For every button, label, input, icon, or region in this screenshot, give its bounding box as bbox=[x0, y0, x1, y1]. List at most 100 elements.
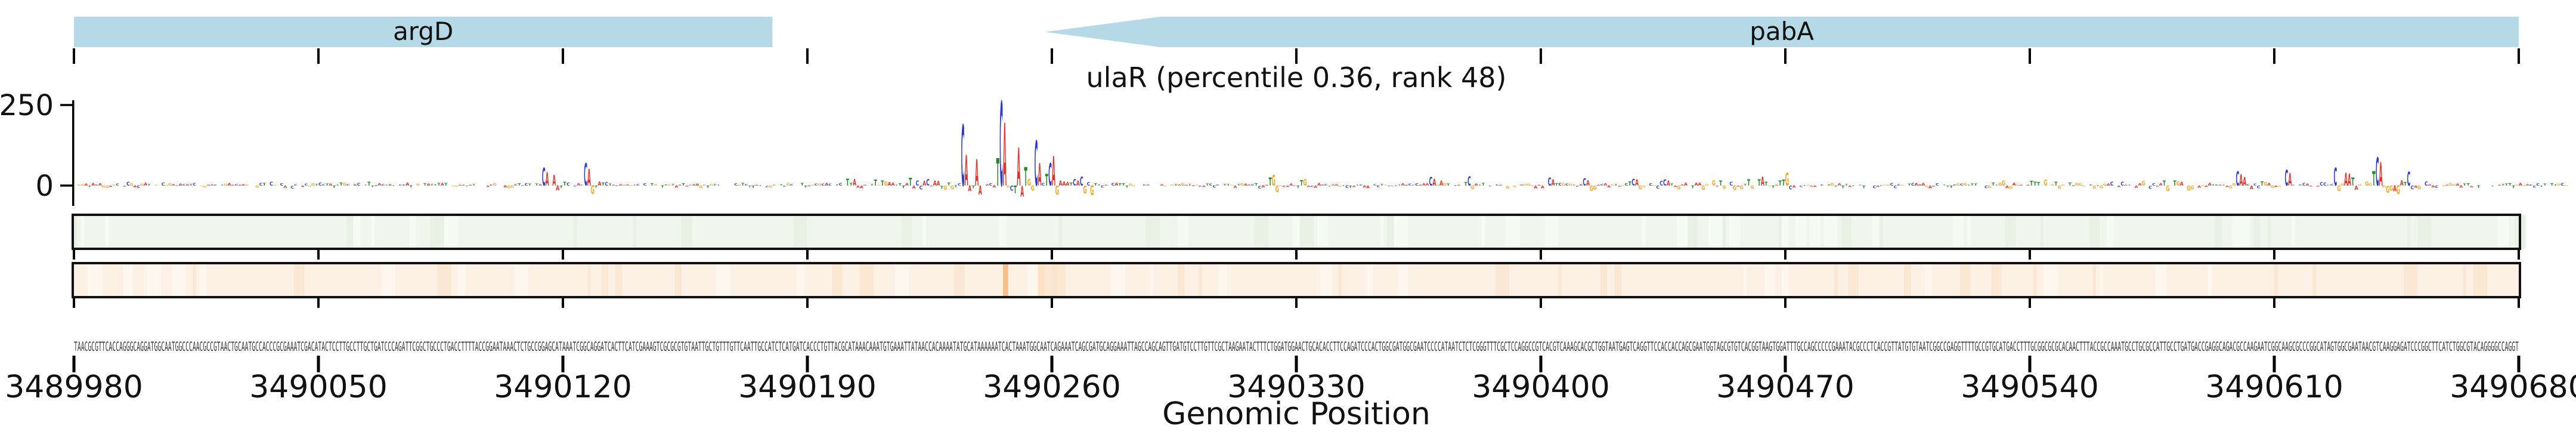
logo-letter-C: C bbox=[1663, 177, 1667, 187]
logo-letter-G: G bbox=[343, 183, 347, 187]
logo-letter-C: C bbox=[182, 184, 186, 186]
gene-axis-tick bbox=[2518, 48, 2520, 64]
logo-letter-C: C bbox=[584, 157, 587, 193]
logo-letter-G: G bbox=[2340, 183, 2344, 187]
logo-letter-G: G bbox=[454, 186, 459, 187]
logo-letter-A: A bbox=[678, 185, 682, 186]
logo-letter-T: T bbox=[147, 184, 151, 186]
gene-axis-tick bbox=[73, 48, 75, 64]
logo-letter-C: C bbox=[95, 184, 98, 186]
track-2-stripe bbox=[2473, 263, 2488, 297]
track-1-stripe bbox=[2267, 215, 2271, 249]
logo-letter-G: G bbox=[2449, 183, 2453, 186]
logo-letter-C: C bbox=[1411, 185, 1415, 186]
gene-body-pabA bbox=[1045, 17, 2519, 47]
logo-letter-A: A bbox=[612, 185, 616, 186]
logo-letter-A: A bbox=[2197, 185, 2201, 189]
logo-letter-G: G bbox=[877, 185, 881, 186]
logo-letter-A: A bbox=[685, 186, 689, 187]
logo-letter-T: T bbox=[1388, 186, 1391, 187]
logo-letter-T: T bbox=[434, 184, 437, 186]
logo-letter-A: A bbox=[458, 185, 462, 186]
logo-letter-G: G bbox=[2337, 184, 2340, 193]
track-1-stripe bbox=[2089, 215, 2100, 249]
logo-letter-T: T bbox=[333, 185, 336, 189]
track-1-stripe bbox=[1872, 215, 1880, 249]
x-axis-tick bbox=[1784, 356, 1787, 372]
logo-letter-C: C bbox=[574, 186, 577, 187]
logo-letter-C: C bbox=[525, 183, 528, 186]
logo-letter-G: G bbox=[2368, 183, 2372, 186]
track-1-stripe bbox=[2407, 215, 2411, 249]
logo-letter-G: G bbox=[1639, 185, 1642, 190]
logo-letter-T: T bbox=[1995, 185, 1999, 186]
logo-letter-T: T bbox=[2037, 181, 2041, 187]
logo-letter-G: G bbox=[1471, 185, 1475, 190]
track-2-tick bbox=[1051, 298, 1053, 308]
logo-letter-T: T bbox=[1478, 185, 1481, 186]
logo-letter-G: G bbox=[2452, 184, 2456, 186]
logo-letter-A: A bbox=[1289, 184, 1293, 186]
track-1-tick bbox=[1540, 250, 1542, 260]
logo-letter-G: G bbox=[1195, 185, 1199, 186]
track-1-stripe bbox=[1841, 215, 1852, 249]
logo-letter-T: T bbox=[385, 185, 388, 186]
track-1-stripe bbox=[1177, 215, 1181, 249]
logo-letter-T: T bbox=[1206, 184, 1209, 187]
logo-letter-C: C bbox=[1293, 186, 1296, 187]
logo-letter-A: A bbox=[937, 181, 941, 187]
logo-letter-T: T bbox=[1356, 185, 1360, 186]
track-1-stripe bbox=[2497, 215, 2509, 249]
logo-letter-A: A bbox=[2519, 183, 2523, 187]
logo-letter-A: A bbox=[1813, 186, 1817, 188]
logo-letter-A: A bbox=[1534, 184, 1537, 189]
logo-letter-A: A bbox=[1928, 185, 1933, 189]
logo-letter-A: A bbox=[283, 185, 287, 189]
x-tick-label: 3490050 bbox=[249, 369, 388, 405]
logo-letter-C: C bbox=[926, 177, 930, 188]
logo-letter-A: A bbox=[2428, 184, 2432, 186]
gene-axis-tick bbox=[317, 48, 320, 64]
logo-letter-T: T bbox=[263, 182, 266, 187]
logo-letter-T: T bbox=[2509, 183, 2512, 186]
logo-letter-T: T bbox=[1447, 183, 1450, 187]
logo-letter-G: G bbox=[1240, 183, 1244, 186]
logo-letter-T: T bbox=[1670, 184, 1674, 187]
logo-letter-C: C bbox=[1377, 186, 1380, 189]
logo-letter-C: C bbox=[1345, 185, 1349, 189]
logo-letter-T: T bbox=[535, 183, 538, 186]
logo-letter-A: A bbox=[1586, 179, 1590, 187]
logo-letter-T: T bbox=[954, 186, 958, 189]
logo-letter-A: A bbox=[134, 186, 137, 189]
logo-letter-A: A bbox=[2274, 186, 2278, 188]
logo-letter-A: A bbox=[556, 185, 559, 193]
logo-letter-A: A bbox=[388, 184, 392, 186]
gene-axis-tick bbox=[1540, 48, 1542, 64]
logo-letter-G: G bbox=[1733, 186, 1736, 192]
logo-letter-A: A bbox=[1684, 182, 1688, 187]
track-1-stripe bbox=[2005, 215, 2016, 249]
logo-letter-A: A bbox=[207, 185, 211, 186]
logo-letter-A: A bbox=[1286, 186, 1290, 187]
logo-letter-C: C bbox=[318, 182, 322, 187]
logo-letter-G: G bbox=[2264, 181, 2267, 187]
logo-letter-G: G bbox=[2100, 185, 2104, 189]
track-1-stripe bbox=[346, 215, 354, 249]
logo-letter-C: C bbox=[961, 109, 965, 206]
logo-letter-C: C bbox=[773, 185, 776, 186]
track-1-tick bbox=[1295, 250, 1298, 260]
track-1-stripe bbox=[902, 215, 912, 249]
logo-letter-A: A bbox=[965, 147, 968, 196]
track-2-stripe bbox=[2092, 263, 2097, 297]
logo-letter-C: C bbox=[1656, 184, 1659, 189]
logo-letter-A: A bbox=[2470, 186, 2473, 188]
logo-letter-A: A bbox=[374, 186, 379, 187]
logo-letter-T: T bbox=[2505, 184, 2509, 187]
logo-letter-C: C bbox=[1820, 184, 1824, 186]
logo-letter-A: A bbox=[2239, 171, 2243, 190]
logo-letter-G: G bbox=[943, 185, 947, 192]
feature-tracks-layer bbox=[72, 214, 2526, 308]
logo-letter-T: T bbox=[2054, 180, 2058, 187]
logo-letter-A: A bbox=[1597, 185, 1601, 186]
track-2-stripe bbox=[797, 263, 804, 297]
